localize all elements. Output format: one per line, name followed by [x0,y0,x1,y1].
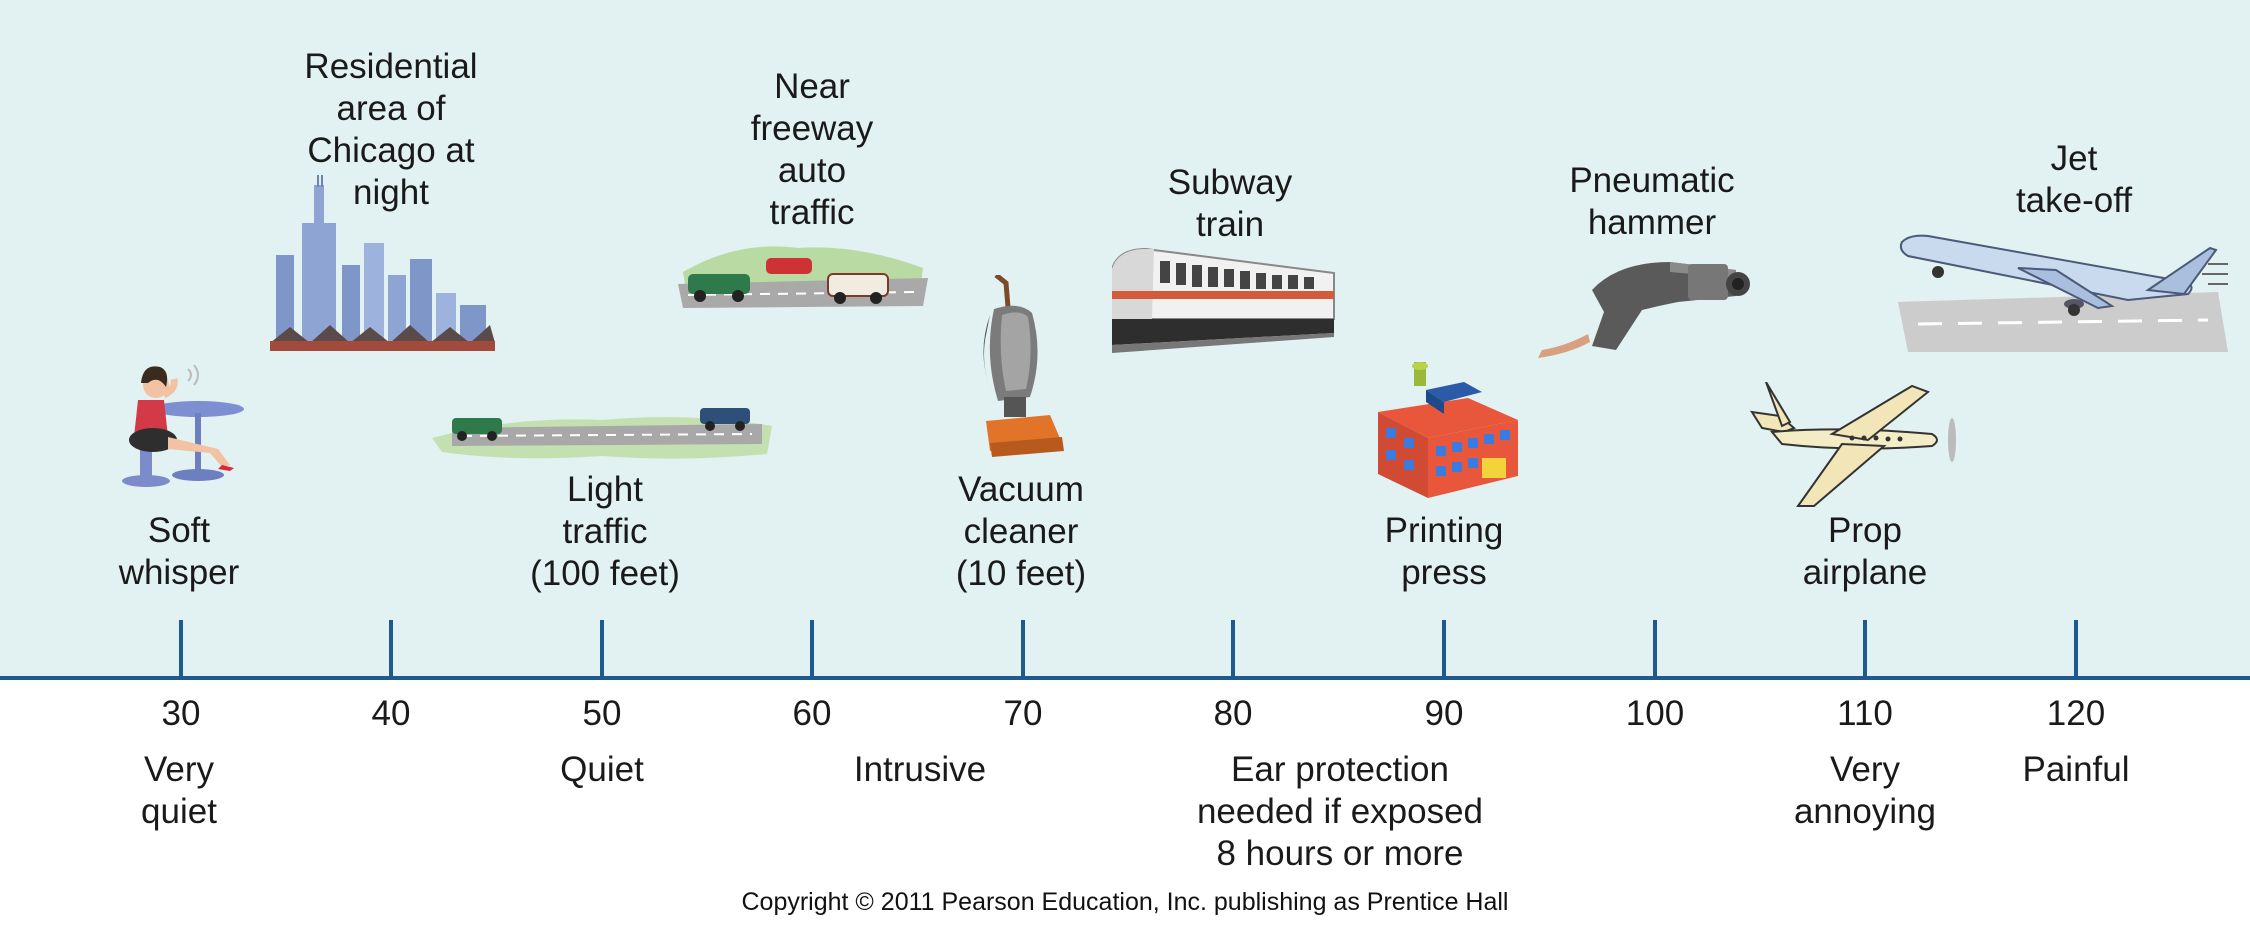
tick-label-40: 40 [371,694,411,733]
category-label-intrusive: Intrusive [853,750,987,789]
tick-label-100: 100 [1625,694,1685,733]
tick-label-120: 120 [2046,694,2106,733]
category-label-ear-protection: Ear protection needed if exposed 8 hours… [1196,750,1484,873]
source-label-chicago-night: Residential area of Chicago at night [304,47,478,212]
category-label-quiet: Quiet [560,750,644,789]
source-label-freeway-traffic: Near freeway auto traffic [750,67,874,232]
subway-train-icon [1112,247,1335,353]
source-label-jet-takeoff: Jet take-off [2015,139,2133,220]
source-label-vacuum-cleaner: Vacuum cleaner (10 feet) [955,470,1087,593]
source-label-light-traffic: Light traffic (100 feet) [530,470,680,593]
source-label-pneumatic-hammer: Pneumatic hammer [1569,161,1735,242]
source-label-soft-whisper: Soft whisper [118,511,240,592]
category-label-painful: Painful [2022,750,2130,789]
pneumatic-hammer-icon [1538,262,1750,358]
prop-airplane-icon [1750,382,1956,507]
category-label-very-quiet: Very quiet [141,750,217,831]
woman-whispering-icon [122,364,244,487]
light-traffic-road-icon [432,408,772,459]
tick-label-70: 70 [1003,694,1043,733]
category-label-very-annoying: Very annoying [1793,750,1937,831]
tick-label-80: 80 [1213,694,1253,733]
source-label-subway-train: Subway train [1167,163,1293,244]
freeway-traffic-icon [678,246,928,308]
city-skyline-icon [270,175,495,351]
jet-airplane-icon [1898,234,2228,352]
printing-press-building-icon [1378,362,1518,498]
copyright-notice: Copyright © 2011 Pearson Education, Inc.… [741,888,1509,916]
tick-label-60: 60 [792,694,832,733]
tick-label-50: 50 [582,694,622,733]
tick-label-90: 90 [1424,694,1464,733]
vacuum-cleaner-icon [983,275,1064,457]
tick-label-110: 110 [1837,694,1893,733]
tick-label-30: 30 [161,694,201,733]
source-label-prop-airplane: Prop airplane [1802,511,1928,592]
source-label-printing-press: Printing press [1384,511,1504,592]
